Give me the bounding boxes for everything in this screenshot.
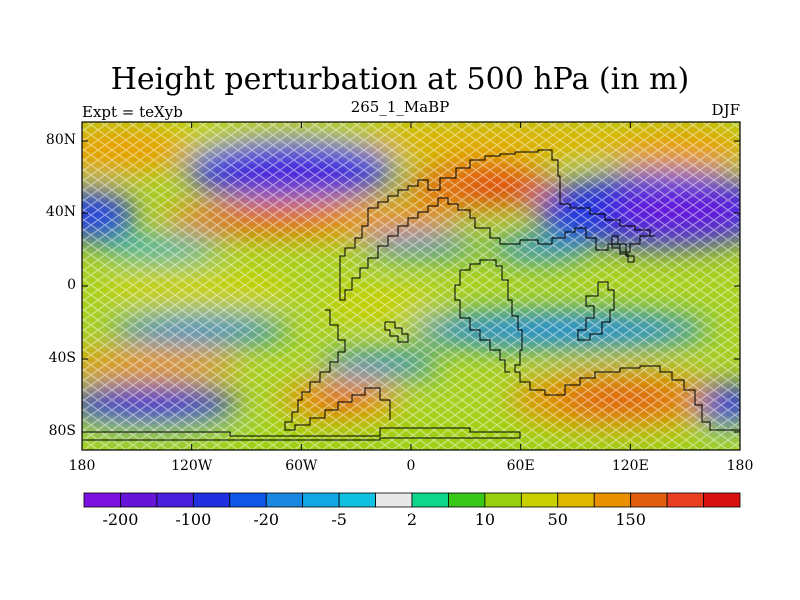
colorbar-swatch bbox=[703, 492, 741, 508]
colorbar-swatch bbox=[484, 492, 522, 508]
coastline-west-of-south-mass bbox=[454, 270, 510, 373]
colorbar-tick-label: 50 bbox=[547, 510, 568, 529]
colorbar-swatch bbox=[229, 492, 267, 508]
colorbar bbox=[83, 492, 741, 508]
lat-tick-label: 80N bbox=[45, 132, 76, 148]
lon-tick-label: 60W bbox=[285, 458, 318, 474]
colorbar-tick-label: 150 bbox=[615, 510, 646, 529]
lat-tick-label: 40S bbox=[48, 350, 76, 366]
colorbar-swatch bbox=[593, 492, 632, 508]
coastline-small-island bbox=[384, 321, 409, 343]
colorbar-swatch bbox=[520, 492, 559, 508]
colorbar-swatch bbox=[448, 492, 486, 508]
coastlines bbox=[82, 149, 740, 441]
colorbar-swatch bbox=[411, 492, 449, 508]
colorbar-swatch bbox=[338, 492, 376, 508]
colorbar-tick-label: 10 bbox=[474, 510, 496, 529]
lon-tick-label: 60E bbox=[506, 458, 535, 474]
lon-tick-label: 180 bbox=[726, 458, 754, 474]
lon-tick-label: 120E bbox=[611, 458, 649, 474]
colorbar-swatch bbox=[666, 492, 704, 508]
colorbar-swatch bbox=[375, 492, 413, 508]
coastline-north-mass bbox=[339, 149, 655, 262]
colorbar-swatch bbox=[630, 492, 668, 508]
colorbar-swatch bbox=[83, 492, 121, 508]
lon-tick-label: 180 bbox=[68, 458, 96, 474]
colorbar-tick-label: -100 bbox=[175, 510, 212, 529]
lon-tick-label: 120W bbox=[171, 458, 213, 474]
experiment-label: Expt = teXyb bbox=[82, 103, 183, 121]
colorbar-tick-label: 2 bbox=[406, 510, 418, 529]
coastline-southern-mass bbox=[460, 259, 740, 431]
colorbar-swatch bbox=[557, 492, 595, 508]
coastline-ring bbox=[577, 281, 615, 341]
lat-tick-label: 80S bbox=[48, 423, 76, 439]
colorbar-tick-label: -5 bbox=[331, 510, 347, 529]
colorbar-tick-label: -200 bbox=[102, 510, 139, 529]
coastline-inner-island bbox=[611, 235, 635, 263]
figure-title: Height perturbation at 500 hPa (in m) bbox=[110, 62, 690, 97]
colorbar-swatch bbox=[120, 492, 158, 508]
coastline-south-strip bbox=[82, 427, 521, 441]
colorbar-swatch bbox=[265, 492, 304, 508]
colorbar-swatch bbox=[192, 492, 231, 508]
lon-tick-label: 0 bbox=[406, 458, 416, 474]
colorbar-swatch bbox=[156, 492, 194, 508]
axis-ticks bbox=[81, 122, 741, 450]
coastline-north-mass-south bbox=[339, 197, 655, 301]
lat-tick-label: 40N bbox=[45, 204, 76, 220]
season-label: DJF bbox=[711, 101, 740, 119]
run-id-label: 265_1_MaBP bbox=[350, 98, 450, 116]
colorbar-swatch bbox=[302, 492, 340, 508]
contour-field bbox=[82, 122, 740, 450]
colorbar-tick-label: -20 bbox=[253, 510, 280, 529]
lat-tick-label: 0 bbox=[67, 277, 76, 293]
coastline-west-landmass bbox=[284, 309, 391, 431]
